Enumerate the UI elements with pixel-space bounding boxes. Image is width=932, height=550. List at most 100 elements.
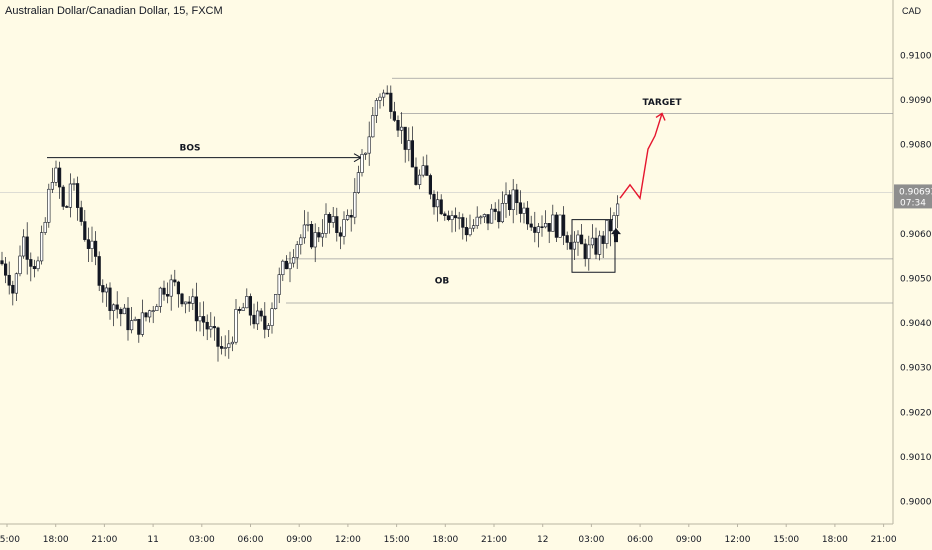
candle-body: [518, 202, 522, 214]
candle-body: [601, 235, 605, 244]
x-tick-label: 15:00: [384, 535, 410, 545]
candle-body: [273, 294, 278, 310]
candle-body: [320, 233, 325, 238]
candle-body: [443, 213, 447, 216]
candle-body: [151, 310, 155, 312]
candle-body: [349, 215, 353, 218]
price-badge-value: 0.90693: [899, 187, 932, 197]
candle-body: [392, 111, 397, 121]
candle-body: [76, 183, 80, 208]
candle-body: [425, 165, 429, 176]
candle-body: [403, 126, 407, 150]
candle-body: [525, 207, 530, 225]
candle-body: [457, 217, 461, 219]
candle-body: [515, 189, 519, 204]
candle-body: [291, 257, 296, 264]
candle-body: [180, 293, 184, 305]
candle-body: [299, 237, 303, 245]
candle-body: [220, 346, 224, 349]
candle-body: [421, 165, 425, 176]
x-tick-label: 09:00: [286, 535, 312, 545]
price-badge-countdown: 07:34: [900, 198, 926, 208]
candle-body: [576, 234, 580, 243]
candle-body: [374, 100, 379, 116]
candle-body: [615, 203, 620, 216]
candle-body: [587, 244, 591, 259]
candle-body: [68, 183, 72, 208]
candle-body: [29, 259, 33, 267]
candle-body: [39, 232, 44, 262]
candle-body: [554, 214, 558, 238]
candle-body: [18, 255, 22, 275]
candle-body: [594, 237, 598, 255]
candle-body: [158, 287, 163, 307]
candle-body: [119, 308, 123, 315]
x-tick-label: 18:00: [822, 535, 848, 545]
candle-body: [500, 203, 505, 223]
candle-body: [191, 296, 195, 304]
candle-body: [169, 279, 173, 297]
candle-body: [590, 237, 594, 246]
candle-body: [36, 260, 40, 270]
candle-body: [306, 223, 310, 226]
candle-body: [396, 120, 400, 131]
candle-body: [86, 239, 90, 249]
candle-body: [101, 285, 105, 293]
candle-body: [97, 256, 101, 286]
candle-body: [410, 140, 415, 168]
candle-body: [482, 214, 487, 218]
candle-body: [83, 221, 87, 240]
candle-body: [331, 216, 335, 223]
candle-body: [238, 308, 242, 311]
currency-label: CAD: [902, 6, 922, 16]
candle-body: [378, 96, 382, 101]
candle-body: [335, 216, 339, 233]
x-tick-label: 03:00: [578, 535, 604, 545]
candle-body: [140, 312, 145, 335]
x-tick-label: 21:00: [91, 535, 117, 545]
candle-body: [583, 243, 587, 259]
candle-body: [14, 273, 18, 294]
candle-body: [184, 301, 188, 305]
candle-body: [497, 211, 501, 223]
candle-body: [277, 274, 281, 295]
candle-body: [551, 214, 555, 232]
candle-body: [435, 199, 440, 208]
candle-body: [43, 221, 47, 233]
candle-body: [7, 274, 11, 286]
candle-body: [50, 182, 54, 190]
ob-label: OB: [435, 277, 450, 287]
candle-body: [245, 296, 249, 309]
candle-body: [144, 312, 148, 318]
candle-body: [471, 225, 476, 229]
x-tick-label: 09:00: [676, 535, 702, 545]
x-tick-label: 18:00: [432, 535, 458, 545]
x-tick-label: 21:00: [871, 535, 897, 545]
candle-body: [227, 343, 231, 348]
candle-body: [461, 217, 465, 228]
candle-body: [432, 193, 436, 208]
candle-body: [313, 232, 317, 248]
candle-body: [540, 226, 544, 229]
candle-body: [327, 213, 332, 223]
candle-body: [338, 232, 343, 237]
candle-body: [363, 152, 368, 155]
candle-body: [21, 236, 26, 257]
candle-body: [230, 341, 235, 345]
candle-body: [522, 207, 526, 214]
candle-body: [122, 307, 126, 315]
candle-body: [263, 315, 267, 330]
candle-body: [417, 174, 422, 185]
candle-body: [130, 320, 134, 331]
candle-body: [475, 216, 479, 226]
candle-body: [162, 287, 166, 295]
candle-body: [202, 316, 206, 323]
